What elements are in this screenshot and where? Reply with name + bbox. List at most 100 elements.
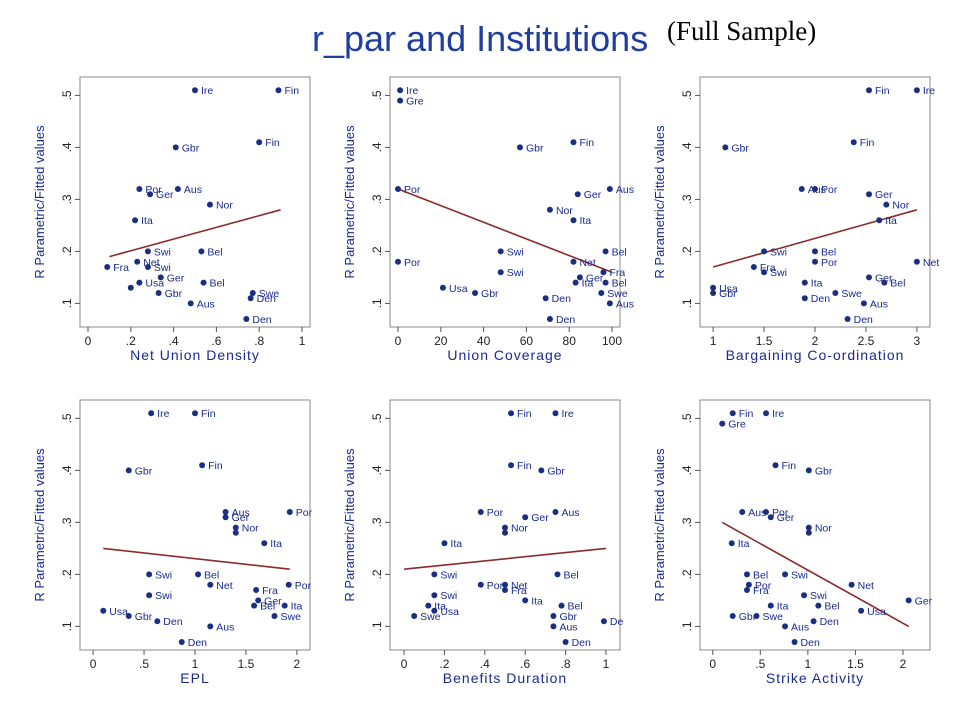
point-label: Aus <box>748 507 766 519</box>
data-point <box>285 581 292 588</box>
point-label: Bel <box>753 569 768 581</box>
point-label: Ger <box>531 512 549 524</box>
point-label: Den <box>163 616 182 628</box>
point-label: Ger <box>167 272 185 284</box>
data-point <box>761 248 768 255</box>
y-tick-label: .4 <box>60 465 74 475</box>
point-label: Fin <box>284 85 299 97</box>
data-point <box>134 258 141 265</box>
point-label: Fin <box>265 137 280 149</box>
x-tick-label: .6 <box>211 334 221 348</box>
scatter-panel-5: 0 .2 .4 .6 .8 1 .1 .2 .3 .4 .5 Benefits Duration R P… <box>342 399 624 686</box>
point-label: Net <box>923 257 939 269</box>
point-label: Nor <box>892 200 909 212</box>
x-tick-label: 1 <box>710 334 717 348</box>
y-tick-label: .4 <box>680 142 694 152</box>
data-point <box>763 509 770 515</box>
point-label: Ger <box>586 272 604 284</box>
data-point <box>522 597 529 604</box>
point-label: Swe <box>763 611 784 623</box>
point-label: Den <box>572 637 591 649</box>
point-label: Net <box>511 580 527 592</box>
y-tick-label: .3 <box>680 517 694 527</box>
point-label: Gbr <box>135 611 153 623</box>
data-point <box>767 602 774 609</box>
point-label: Aus <box>808 184 826 196</box>
point-label: Bel <box>612 246 627 258</box>
data-point <box>546 206 553 213</box>
point-label: Fra <box>262 585 278 597</box>
point-label: Fin <box>782 460 797 472</box>
point-label: Por <box>487 580 504 592</box>
point-label: Por <box>821 184 838 196</box>
point-label: Den <box>252 314 271 326</box>
data-point <box>743 571 750 578</box>
data-point <box>281 602 288 609</box>
x-tick-label: .8 <box>254 334 264 348</box>
data-point <box>125 613 132 619</box>
point-label: Ger <box>915 595 933 607</box>
data-point <box>431 592 438 599</box>
point-label: Ita <box>141 215 153 227</box>
point-label: Ger <box>232 512 250 524</box>
data-point <box>546 316 553 322</box>
data-point <box>710 290 717 296</box>
scatter-panel-2: 0 20 40 60 80 100 .1 .2 .3 .4 .5 Union Coverage R Pa… <box>342 76 634 363</box>
point-label: Usa <box>109 606 128 618</box>
data-point <box>502 529 508 536</box>
point-label: Den <box>556 314 575 326</box>
data-point <box>913 87 920 94</box>
y-axis-title: R Parametric/Fitted values <box>342 125 357 279</box>
point-label: Bel <box>204 569 219 581</box>
data-point <box>148 410 155 417</box>
plot-frame <box>389 76 621 328</box>
data-point <box>472 290 479 296</box>
data-point <box>761 269 768 276</box>
point-label: Den <box>801 637 820 649</box>
point-label: Nor <box>511 523 528 535</box>
y-axis-title: R Parametric/Fitted values <box>652 448 667 602</box>
point-label: Usa <box>145 278 164 290</box>
point-label: Aus <box>791 621 809 633</box>
data-point <box>187 300 194 307</box>
data-point <box>199 462 206 469</box>
y-axis-title: R Parametric/Fitted values <box>652 125 667 279</box>
data-point <box>550 623 557 630</box>
data-point <box>815 602 822 609</box>
point-label: Por <box>404 257 421 269</box>
data-point <box>431 571 438 578</box>
x-tick-label: .5 <box>139 657 149 671</box>
y-tick-label: .1 <box>60 298 74 308</box>
x-tick-label: .2 <box>439 657 449 671</box>
page-subtitle: (Full Sample) <box>667 16 817 46</box>
point-label: Swi <box>791 569 808 581</box>
x-tick-label: 0 <box>401 657 408 671</box>
point-label: Den <box>854 314 873 326</box>
data-point <box>606 186 613 192</box>
x-tick-label: 1.5 <box>847 657 864 671</box>
y-tick-label: .5 <box>370 90 384 100</box>
data-point <box>805 467 812 474</box>
data-point <box>146 571 153 578</box>
point-label: Ita <box>434 601 446 613</box>
point-label: Gbr <box>481 288 499 300</box>
data-point <box>497 269 504 276</box>
data-point <box>255 597 262 604</box>
x-tick-label: 2 <box>900 657 907 671</box>
point-label: Fin <box>875 85 890 97</box>
y-tick-label: .1 <box>370 298 384 308</box>
x-tick-label: 2 <box>812 334 819 348</box>
data-point <box>743 587 750 593</box>
data-point <box>600 269 607 276</box>
point-label: Fin <box>208 460 223 472</box>
data-point <box>256 139 263 146</box>
x-axis-title: Strike Activity <box>766 670 864 686</box>
data-point <box>832 290 839 296</box>
data-point <box>801 295 808 302</box>
data-point <box>805 524 812 531</box>
x-tick-label: 40 <box>477 334 491 348</box>
data-point <box>441 540 448 547</box>
point-label: Ita <box>579 215 591 227</box>
point-label: Swe <box>280 611 301 623</box>
point-label: Usa <box>440 606 459 618</box>
